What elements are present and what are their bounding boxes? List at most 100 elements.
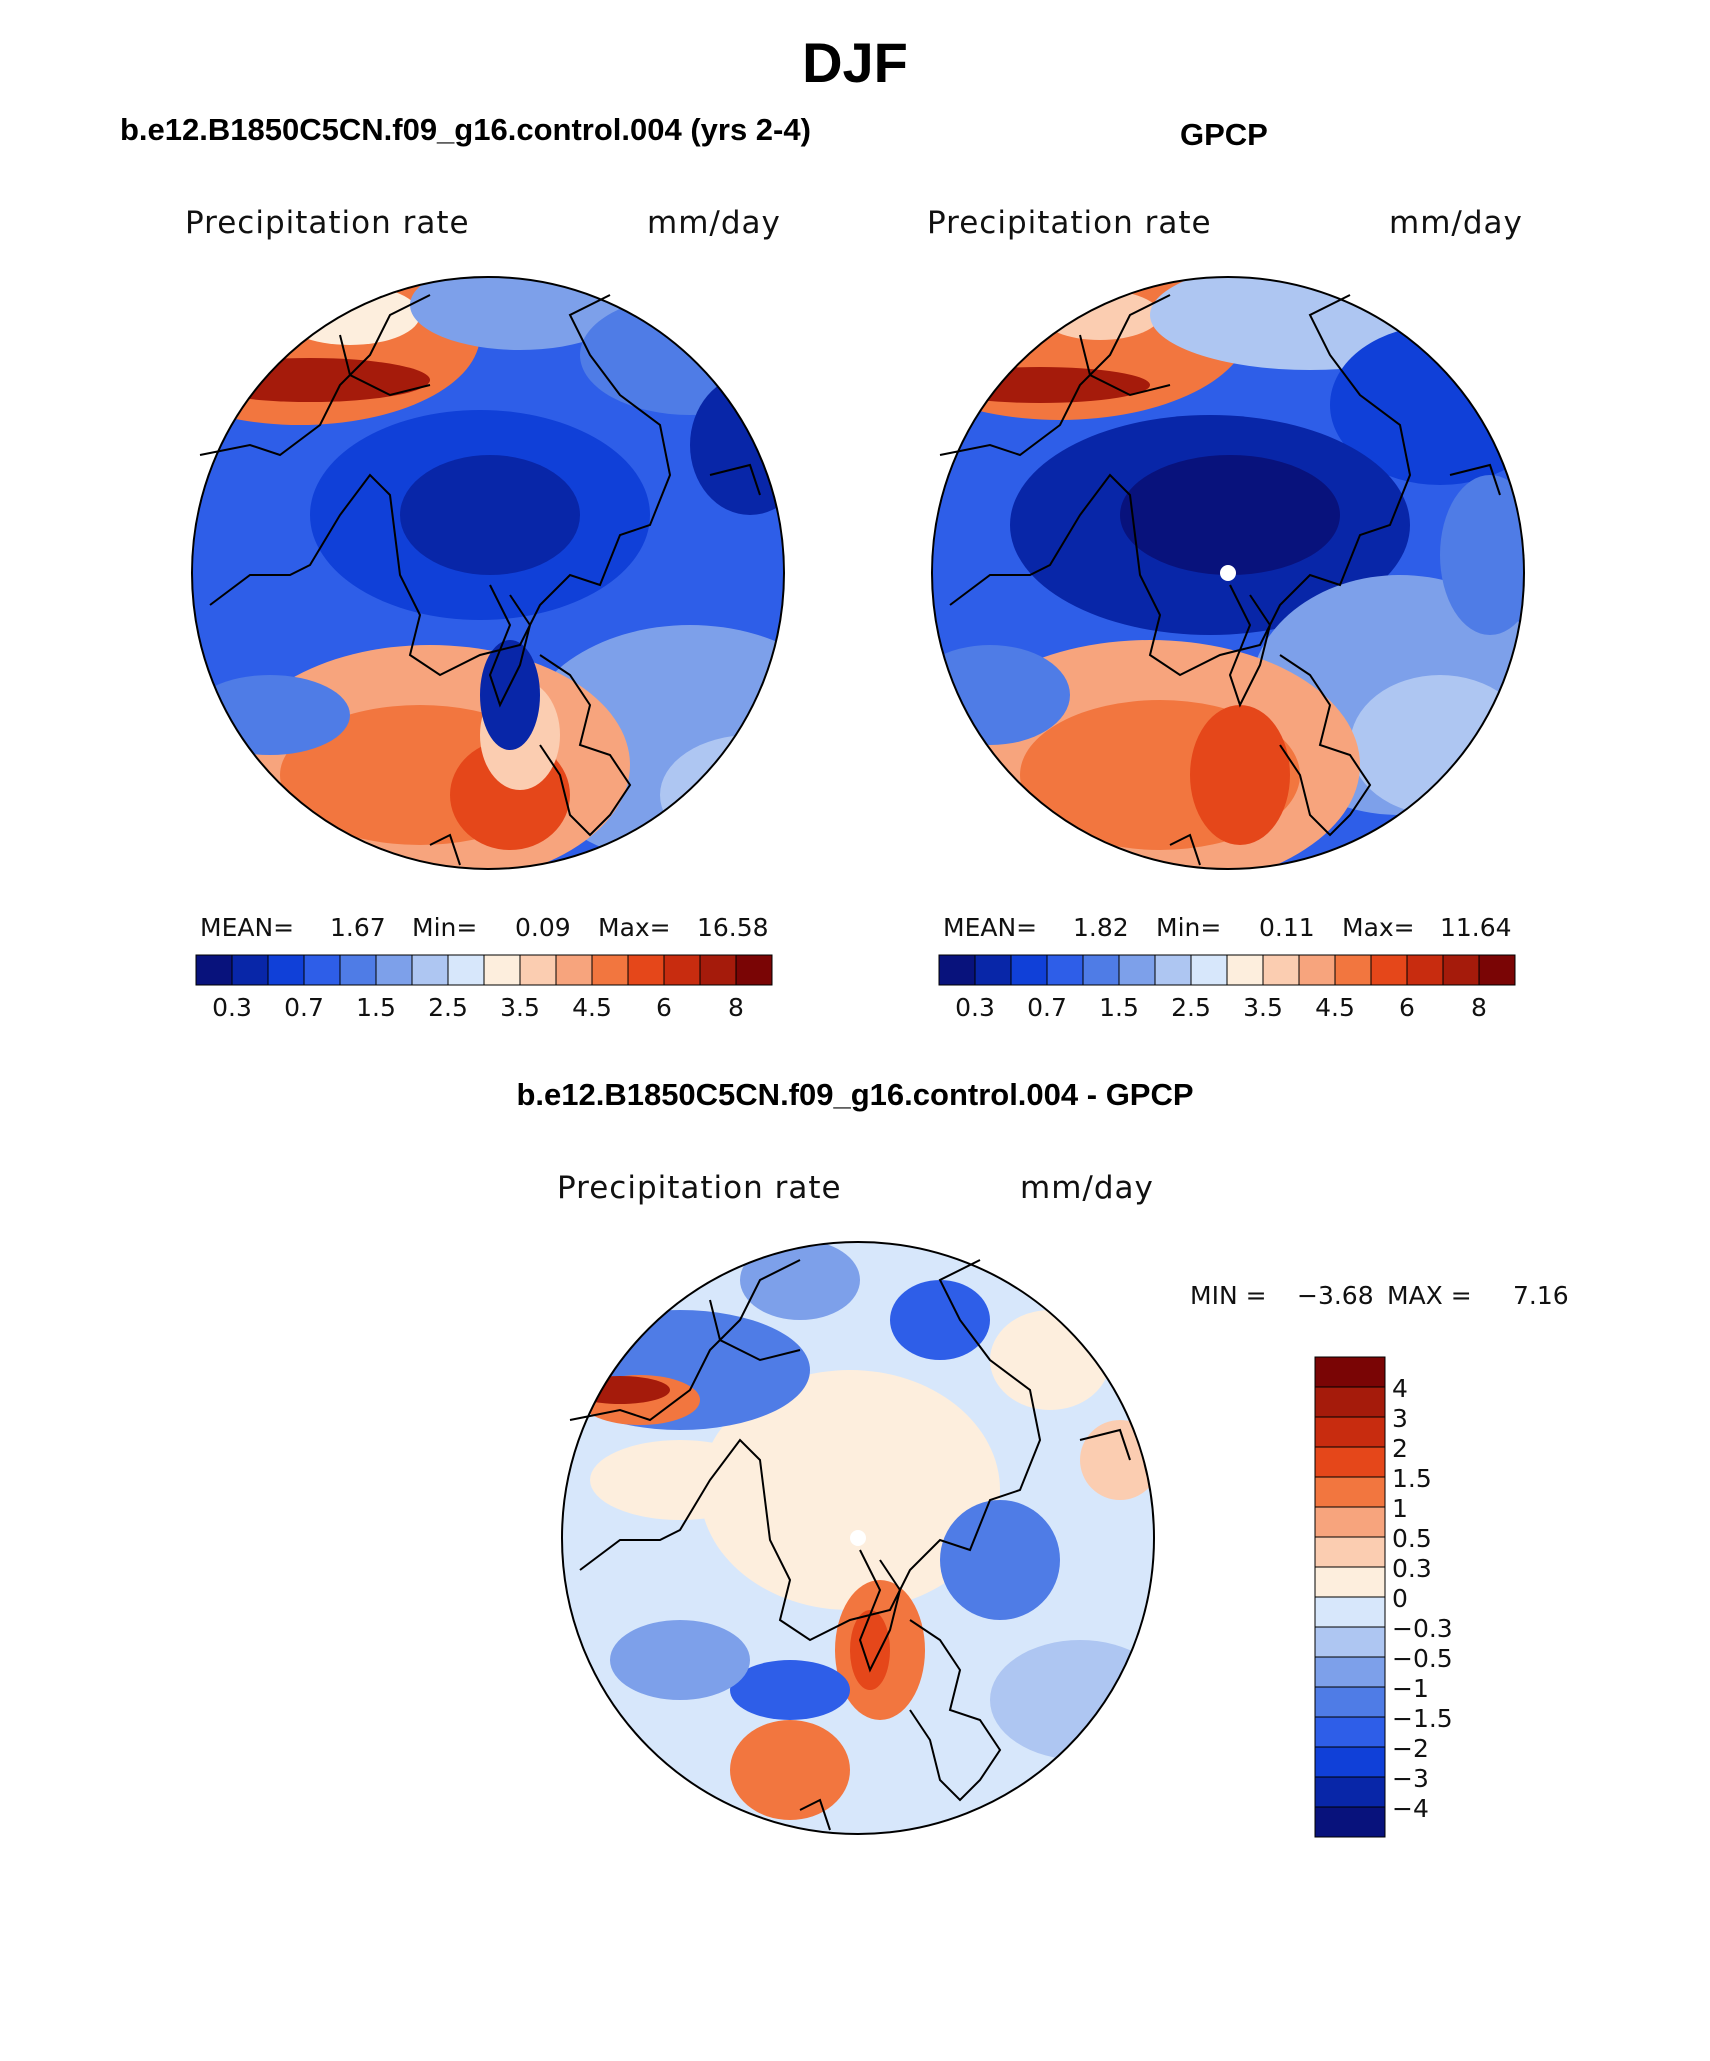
colorbar-tick: 1.5 (356, 993, 396, 1022)
colorbar-swatch (1118, 954, 1156, 986)
model-coastlines (199, 294, 761, 866)
colorbar-tick: 0 (1392, 1584, 1408, 1613)
diff-polar-map (561, 1241, 1155, 1835)
obs-panel-title: GPCP (1180, 117, 1268, 152)
colorbar-swatch (339, 954, 377, 986)
colorbar-swatch (1314, 1416, 1386, 1448)
colorbar-tick: 0.5 (1392, 1524, 1432, 1553)
diff-variable-label: Precipitation rate (557, 1170, 842, 1206)
colorbar-swatch (1314, 1476, 1386, 1508)
colorbar-swatch (663, 954, 701, 986)
colorbar-tick: −2 (1392, 1734, 1429, 1763)
obs-variable-label: Precipitation rate (927, 205, 1212, 241)
colorbar-swatch (195, 954, 233, 986)
colorbar-swatch (1314, 1626, 1386, 1658)
diff-pole-missing-dot (850, 1530, 866, 1546)
obs-max-value: 11.64 (1440, 913, 1512, 942)
colorbar-swatch (1082, 954, 1120, 986)
colorbar-swatch (1478, 954, 1516, 986)
colorbar-swatch (1370, 954, 1408, 986)
diff-max-value: 7.16 (1513, 1281, 1569, 1310)
colorbar-swatch (1314, 1386, 1386, 1418)
obs-min-value: 0.11 (1259, 913, 1315, 942)
obs-pole-missing-dot (1220, 565, 1236, 581)
colorbar-swatch (303, 954, 341, 986)
obs-min-label: Min= (1156, 913, 1222, 942)
colorbar-tick: 1 (1392, 1494, 1408, 1523)
colorbar-swatch (1334, 954, 1372, 986)
colorbar-swatch (974, 954, 1012, 986)
colorbar-tick: 0.7 (284, 993, 324, 1022)
colorbar-swatch (1046, 954, 1084, 986)
diff-map-border (561, 1241, 1155, 1835)
colorbar-tick: 8 (728, 993, 744, 1022)
model-variable-label: Precipitation rate (185, 205, 470, 241)
model-panel-title: b.e12.B1850C5CN.f09_g16.control.004 (yrs… (120, 112, 811, 147)
colorbar-swatch (375, 954, 413, 986)
colorbar-swatch (1442, 954, 1480, 986)
model-max-label: Max= (598, 913, 671, 942)
colorbar-tick: 4.5 (572, 993, 612, 1022)
model-map-border (191, 276, 785, 870)
colorbar-swatch (1010, 954, 1048, 986)
model-polar-map (191, 276, 785, 870)
diff-units-label: mm/day (1020, 1170, 1154, 1206)
colorbar-tick: −0.5 (1392, 1644, 1453, 1673)
colorbar-swatch (1314, 1506, 1386, 1538)
obs-polar-map (931, 276, 1525, 870)
colorbar-swatch (1314, 1746, 1386, 1778)
colorbar-swatch (1314, 1566, 1386, 1598)
colorbar-tick: 2 (1392, 1434, 1408, 1463)
colorbar-tick: 1.5 (1392, 1464, 1432, 1493)
colorbar-tick: 0.3 (1392, 1554, 1432, 1583)
colorbar-swatch (411, 954, 449, 986)
colorbar-swatch (1314, 1716, 1386, 1748)
colorbar-tick: 2.5 (428, 993, 468, 1022)
colorbar-tick: 0.3 (212, 993, 252, 1022)
colorbar-swatch (1314, 1686, 1386, 1718)
colorbar-tick: 4 (1392, 1374, 1408, 1403)
colorbar-swatch (1314, 1536, 1386, 1568)
colorbar-swatch (938, 954, 976, 986)
colorbar-swatch (1314, 1596, 1386, 1628)
colorbar-swatch (591, 954, 629, 986)
colorbar-swatch (1154, 954, 1192, 986)
colorbar-swatch (1314, 1806, 1386, 1838)
model-mean-value: 1.67 (330, 913, 386, 942)
colorbar-tick: −1 (1392, 1674, 1429, 1703)
colorbar-swatch (1298, 954, 1336, 986)
obs-units-label: mm/day (1389, 205, 1523, 241)
colorbar-swatch (555, 954, 593, 986)
colorbar-swatch (483, 954, 521, 986)
colorbar-swatch (1314, 1776, 1386, 1808)
colorbar-tick: 6 (1399, 993, 1415, 1022)
colorbar-tick: 1.5 (1099, 993, 1139, 1022)
obs-mean-value: 1.82 (1073, 913, 1129, 942)
colorbar-tick: −0.3 (1392, 1614, 1453, 1643)
model-min-label: Min= (412, 913, 478, 942)
colorbar-swatch (1314, 1356, 1386, 1388)
colorbar-swatch (267, 954, 305, 986)
colorbar-swatch (231, 954, 269, 986)
colorbar-tick: 4.5 (1315, 993, 1355, 1022)
colorbar-swatch (699, 954, 737, 986)
colorbar-swatch (447, 954, 485, 986)
colorbar-swatch (1314, 1446, 1386, 1478)
colorbar-tick: −4 (1392, 1794, 1429, 1823)
model-min-value: 0.09 (515, 913, 571, 942)
colorbar-tick: 3.5 (1243, 993, 1283, 1022)
colorbar-swatch (627, 954, 665, 986)
figure-title: DJF (802, 31, 908, 94)
obs-max-label: Max= (1342, 913, 1415, 942)
colorbar-tick: 3.5 (500, 993, 540, 1022)
diff-min-label: MIN = (1190, 1281, 1267, 1310)
colorbar-tick: −3 (1392, 1764, 1429, 1793)
colorbar-tick: 6 (656, 993, 672, 1022)
colorbar-tick: 8 (1471, 993, 1487, 1022)
model-units-label: mm/day (647, 205, 781, 241)
diff-colorbar (1314, 1356, 1386, 1838)
obs-colorbar-ticks: 0.3 0.7 1.5 2.5 3.5 4.5 6 8 (939, 993, 1515, 1023)
colorbar-swatch (1190, 954, 1228, 986)
model-colorbar-ticks: 0.3 0.7 1.5 2.5 3.5 4.5 6 8 (196, 993, 772, 1023)
diff-panel-title: b.e12.B1850C5CN.f09_g16.control.004 - GP… (516, 1077, 1194, 1112)
